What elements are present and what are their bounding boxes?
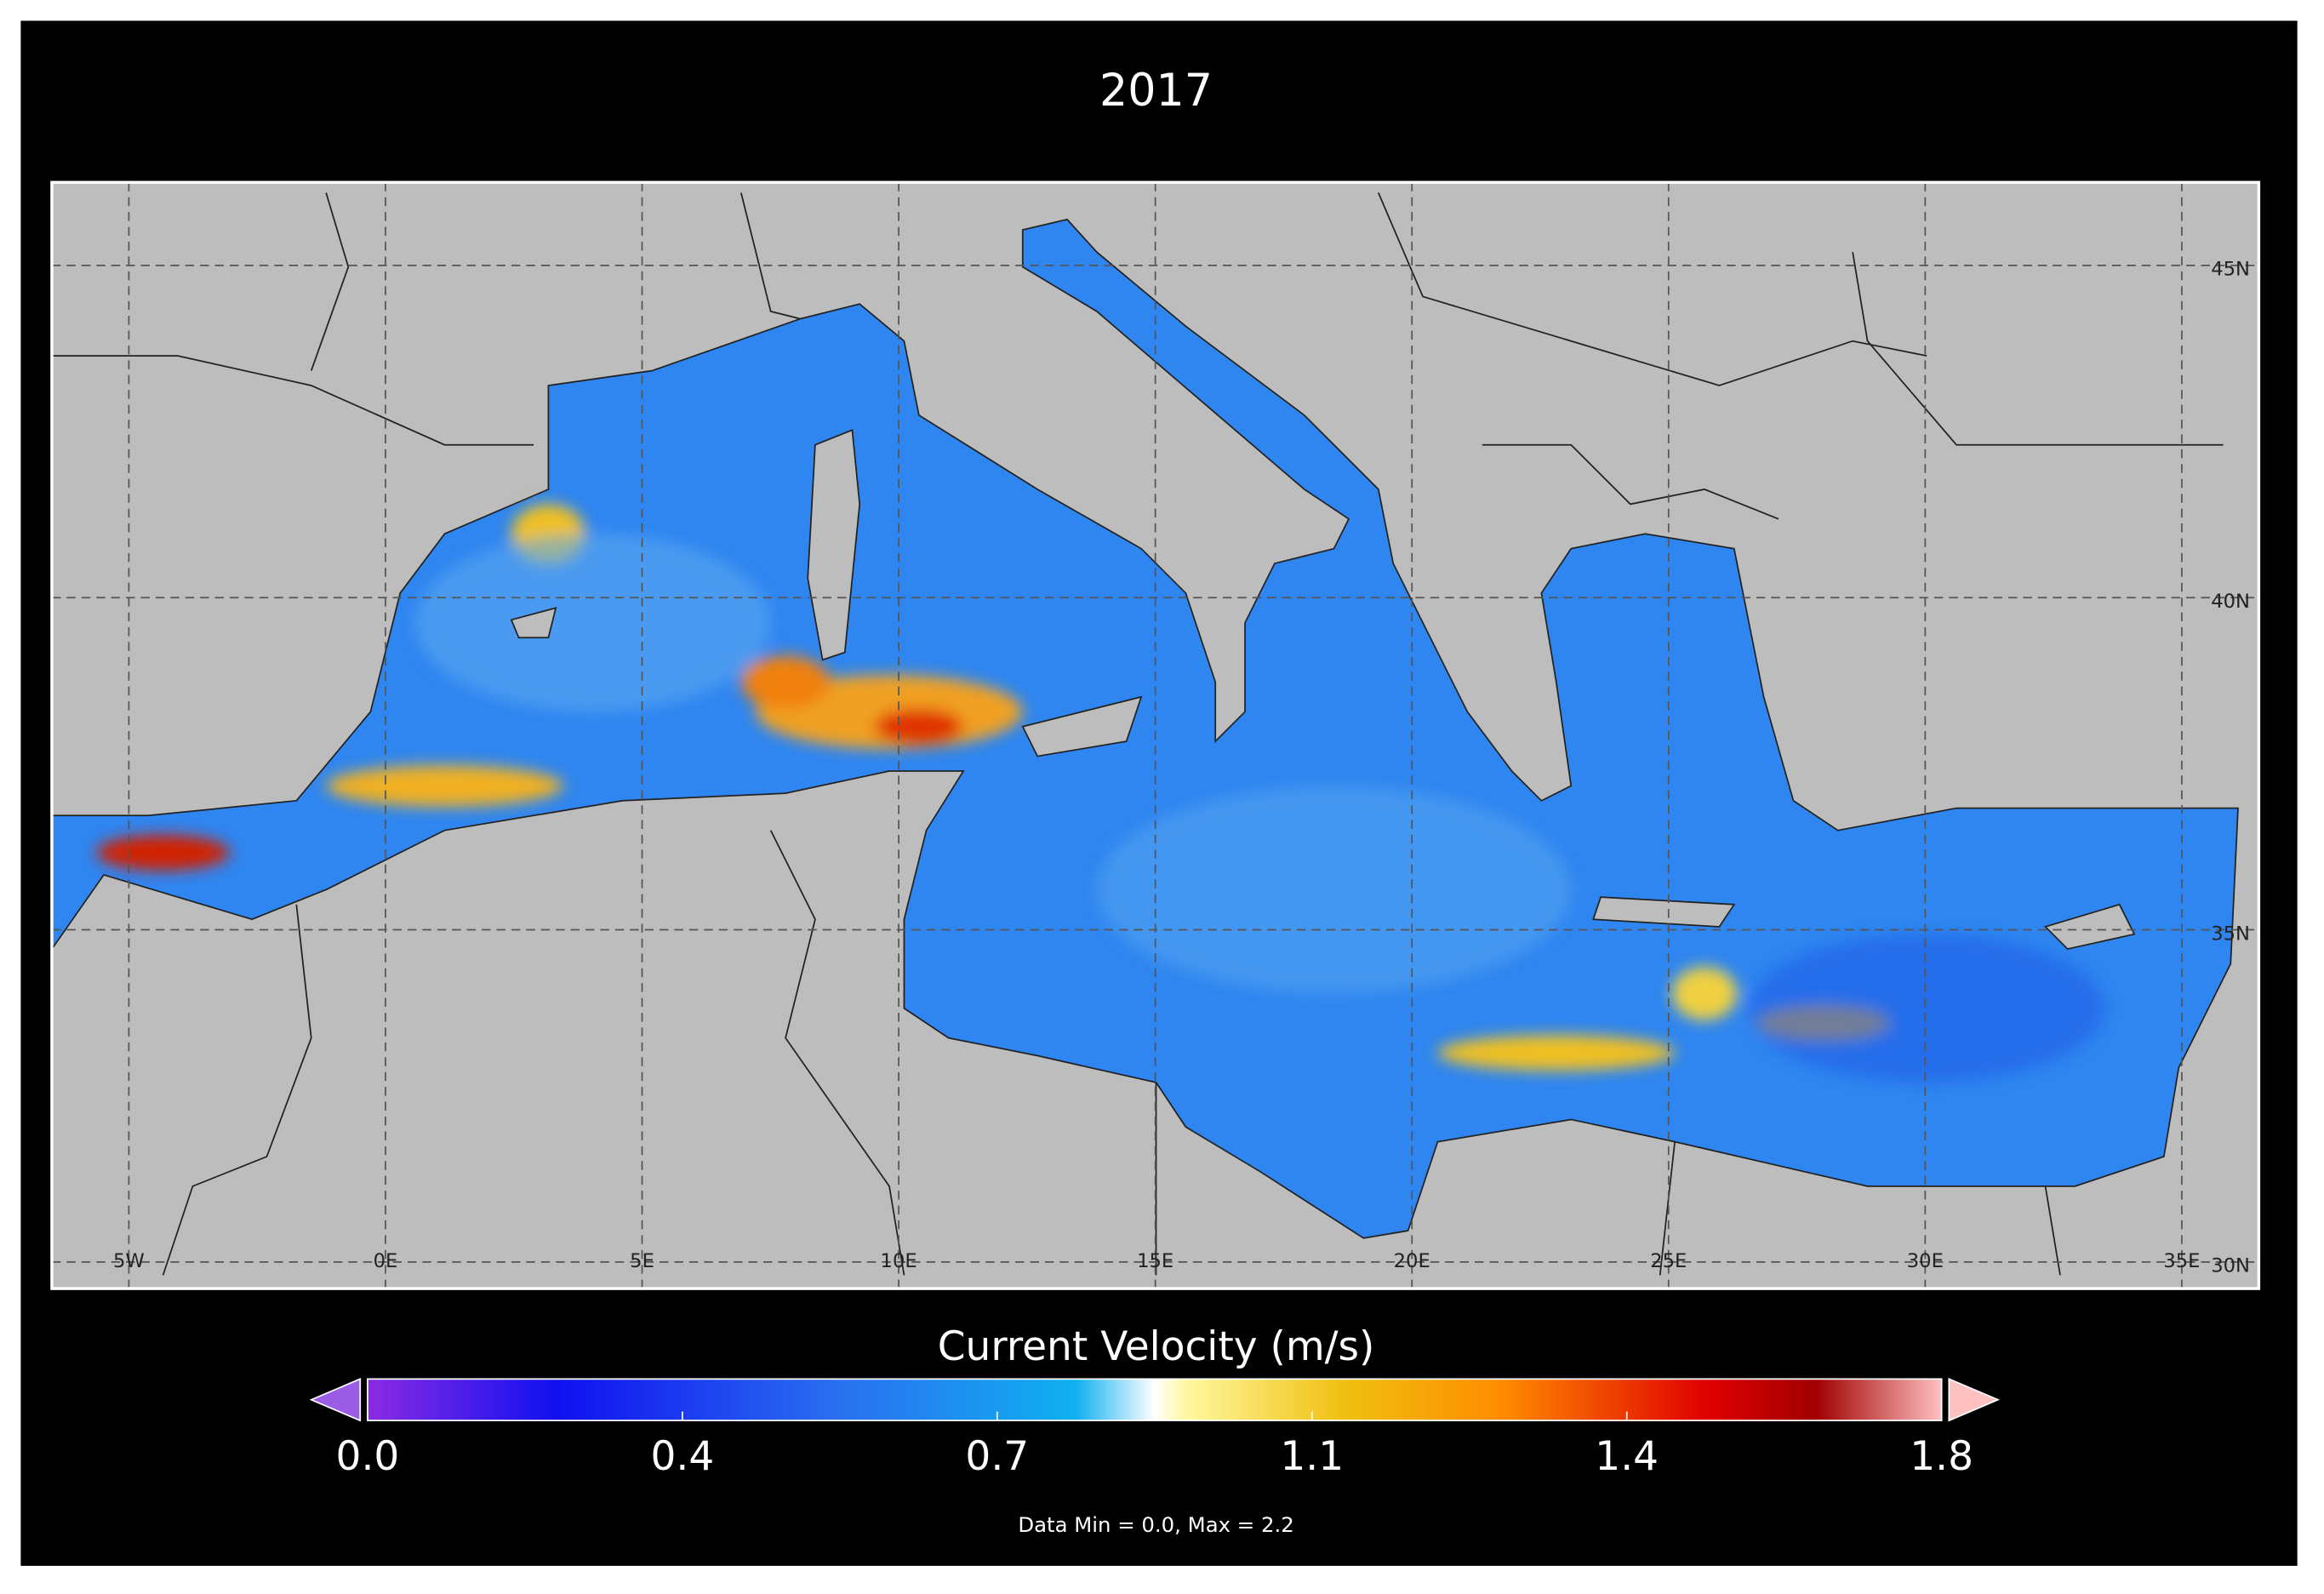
lat-label: 30N (2211, 1255, 2250, 1277)
lon-label: 35E (2163, 1250, 2200, 1272)
data-note: Data Min = 0.0, Max = 2.2 (1018, 1512, 1293, 1537)
lon-label: 25E (1650, 1250, 1687, 1272)
colorbar-tick-label: 1.1 (1280, 1433, 1344, 1480)
lon-label: 5W (113, 1250, 145, 1272)
colorbar-tick-label: 0.4 (650, 1433, 714, 1480)
borders (51, 192, 2224, 1276)
title: 2017 (1099, 65, 1213, 117)
colorbar-tick-label: 0.0 (336, 1433, 400, 1480)
lon-label: 10E (881, 1250, 917, 1272)
colorbar-ticks: 0.0 0.4 0.7 1.1 1.4 1.8 (336, 1411, 1973, 1480)
map-labels: 5W 0E 5E 10E 15E 20E 25E 30E 35E 45N 40N 35N 30N (113, 259, 2250, 1277)
colorbar-tick-label: 1.8 (1910, 1433, 1973, 1480)
lat-label: 40N (2211, 591, 2250, 613)
colorbar-tick-label: 0.7 (965, 1433, 1029, 1480)
velocity-field (96, 504, 2105, 1083)
lat-label: 45N (2211, 259, 2250, 281)
colorbar-under (309, 1378, 362, 1422)
lat-label: 35N (2211, 923, 2250, 945)
colorbar-label: Current Velocity (m/s) (938, 1323, 1375, 1370)
lon-label: 30E (1907, 1250, 1944, 1272)
lon-label: 5E (630, 1250, 654, 1272)
lon-label: 20E (1394, 1250, 1430, 1272)
colorbar-over (1948, 1378, 2001, 1422)
map-frame (50, 180, 2261, 1290)
colorbar-tick-label: 1.4 (1595, 1433, 1659, 1480)
graticule (51, 182, 2259, 1289)
lon-label: 0E (374, 1250, 398, 1272)
lon-label: 15E (1137, 1250, 1173, 1272)
islands (510, 429, 2136, 951)
colorbar (367, 1378, 1943, 1422)
map (51, 182, 2259, 1289)
